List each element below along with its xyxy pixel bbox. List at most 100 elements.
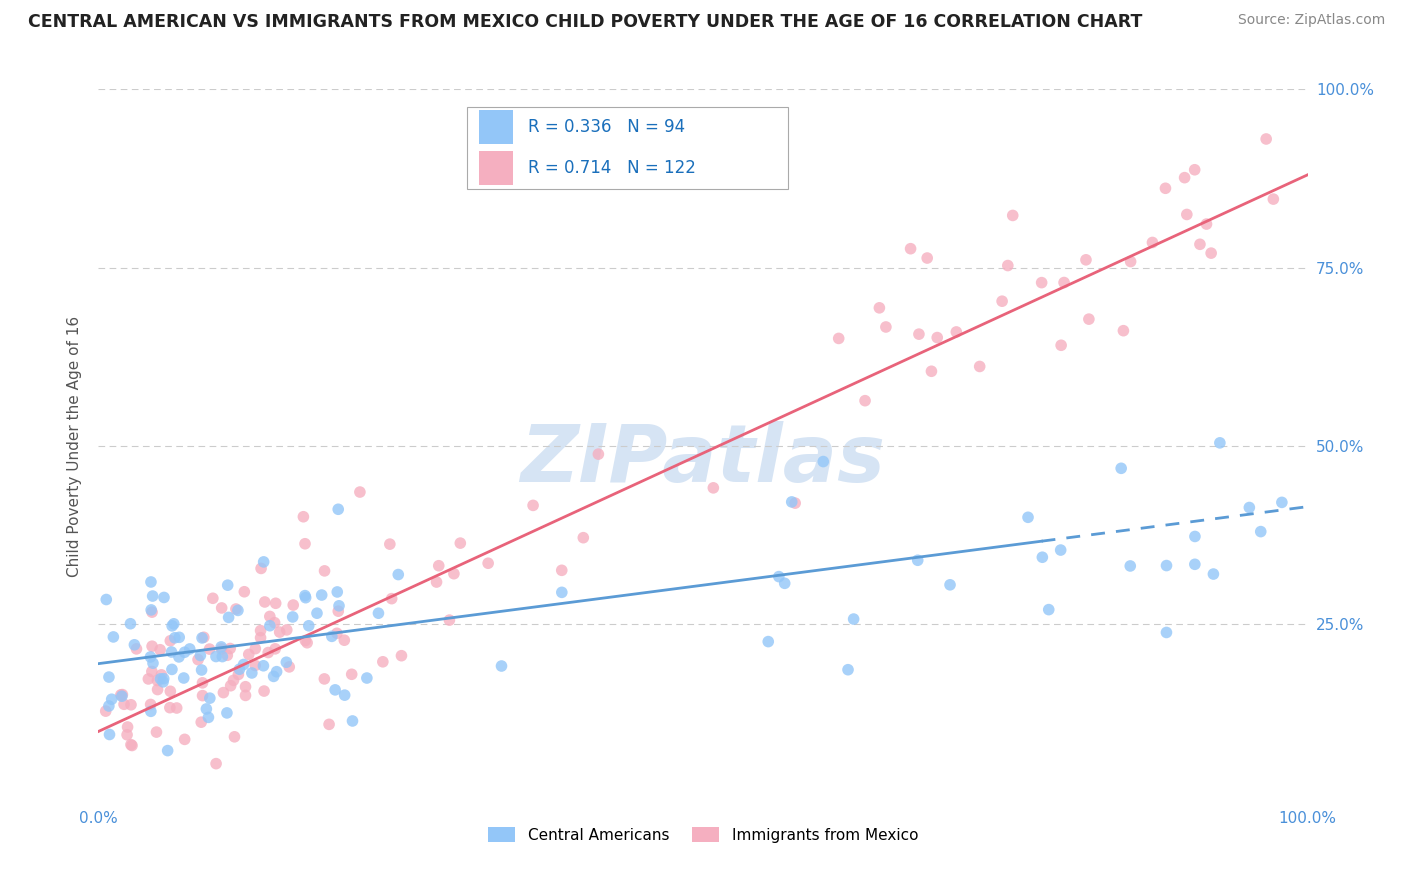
Point	[238, 648, 260, 662]
Bar	[479, 110, 513, 145]
Point	[853, 393, 876, 408]
Point	[201, 591, 224, 606]
Point	[198, 691, 221, 706]
Point	[205, 756, 228, 771]
Point	[1184, 162, 1206, 177]
Point	[156, 743, 179, 757]
Point	[326, 626, 349, 640]
Point	[1050, 338, 1073, 352]
Point	[294, 633, 316, 648]
Point	[138, 672, 160, 686]
Point	[1271, 495, 1294, 509]
Point	[969, 359, 991, 374]
Point	[249, 624, 271, 638]
Point	[939, 578, 962, 592]
Point	[263, 669, 285, 683]
Point	[173, 732, 195, 747]
Point	[318, 717, 340, 731]
Point	[292, 509, 315, 524]
Point	[152, 672, 174, 686]
Point	[191, 689, 214, 703]
Point	[263, 615, 285, 630]
Point	[328, 604, 350, 618]
Point	[1031, 550, 1053, 565]
Point	[233, 584, 256, 599]
Point	[98, 727, 121, 741]
Point	[551, 585, 574, 599]
Point	[1156, 625, 1178, 640]
Point	[281, 610, 304, 624]
Point	[219, 679, 242, 693]
Point	[842, 612, 865, 626]
Point	[139, 704, 162, 718]
Point	[125, 641, 148, 656]
Point	[253, 555, 276, 569]
Point	[232, 657, 254, 672]
Point	[211, 601, 233, 615]
Point	[211, 649, 233, 664]
Point	[264, 596, 287, 610]
Point	[1077, 312, 1099, 326]
Point	[190, 663, 212, 677]
Point	[908, 327, 931, 342]
Legend: Central Americans, Immigrants from Mexico: Central Americans, Immigrants from Mexic…	[482, 821, 924, 848]
Point	[141, 639, 163, 653]
Point	[1109, 461, 1132, 475]
Point	[190, 648, 212, 663]
Point	[218, 610, 240, 624]
Point	[1184, 558, 1206, 572]
Point	[205, 649, 228, 664]
Point	[1202, 567, 1225, 582]
Point	[915, 251, 938, 265]
Text: R = 0.336   N = 94: R = 0.336 N = 94	[527, 118, 685, 136]
Point	[381, 591, 404, 606]
Point	[311, 588, 333, 602]
Point	[142, 589, 165, 603]
Text: R = 0.714   N = 122: R = 0.714 N = 122	[527, 159, 696, 177]
Point	[477, 556, 499, 570]
Point	[1156, 558, 1178, 573]
Point	[253, 684, 276, 698]
Point	[1119, 558, 1142, 573]
Point	[198, 642, 221, 657]
Point	[259, 609, 281, 624]
Point	[522, 499, 544, 513]
Point	[276, 655, 298, 669]
Point	[294, 537, 316, 551]
Point	[166, 701, 188, 715]
Point	[328, 502, 350, 516]
Point	[249, 631, 271, 645]
Point	[1184, 529, 1206, 543]
Point	[145, 725, 167, 739]
Point	[269, 625, 291, 640]
Point	[349, 485, 371, 500]
Point	[253, 595, 276, 609]
Point	[97, 698, 120, 713]
Point	[224, 730, 246, 744]
Point	[1250, 524, 1272, 539]
Point	[356, 671, 378, 685]
Point	[920, 364, 942, 378]
Point	[828, 331, 851, 345]
Point	[785, 496, 807, 510]
Point	[240, 665, 263, 680]
Point	[197, 710, 219, 724]
Point	[295, 636, 318, 650]
Point	[1049, 543, 1071, 558]
Point	[160, 662, 183, 676]
Point	[252, 658, 274, 673]
Point	[1119, 254, 1142, 268]
Point	[191, 631, 214, 645]
Point	[96, 592, 118, 607]
Point	[837, 663, 859, 677]
Point	[1239, 500, 1261, 515]
Point	[139, 698, 162, 712]
Point	[94, 704, 117, 718]
Point	[163, 616, 186, 631]
Point	[1074, 252, 1097, 267]
Point	[146, 682, 169, 697]
Point	[97, 670, 120, 684]
Point	[250, 561, 273, 575]
Point	[179, 642, 201, 657]
Point	[103, 630, 125, 644]
